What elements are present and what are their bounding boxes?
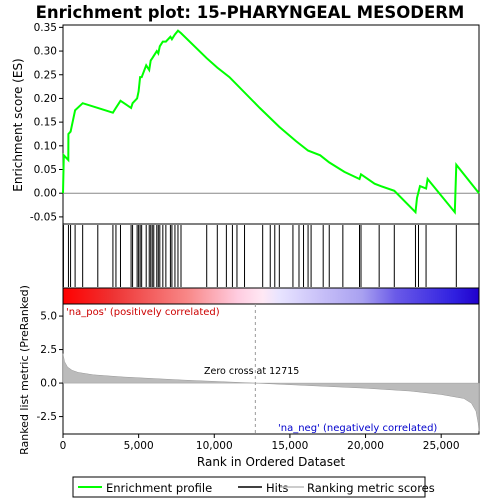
metric-x-tick-label: 0 <box>60 440 67 452</box>
legend-label-enrichment: Enrichment profile <box>106 481 212 495</box>
es-y-axis-label: Enrichment score (ES) <box>11 58 25 191</box>
es-y-tick-label: 0.15 <box>34 117 57 129</box>
metric-y-tick-label: -2.5 <box>37 411 58 423</box>
es-y-tick-label: 0.30 <box>34 46 57 58</box>
metric-x-axis-label: Rank in Ordered Dataset <box>197 455 345 469</box>
metric-y-axis-label: Ranked list metric (PreRanked) <box>18 285 31 455</box>
es-y-tick-label: 0.20 <box>34 93 57 105</box>
metric-x-tick-label: 15,000 <box>272 440 309 452</box>
metric-x-tick-label: 10,000 <box>196 440 233 452</box>
metric-x-tick-label: 20,000 <box>347 440 384 452</box>
es-y-tick-label: -0.05 <box>30 211 57 223</box>
es-y-tick-label: 0.25 <box>34 69 57 81</box>
es-panel-frame <box>62 24 480 225</box>
metric-y-axis-ticks: -2.5 0.0 2.5 5.0 <box>37 311 63 423</box>
legend-label-hits: Hits <box>266 481 288 495</box>
es-y-tick-label: 0.10 <box>34 140 57 152</box>
metric-x-axis-ticks: 0 5,000 10,000 15,000 20,000 25,000 <box>60 434 460 452</box>
hit-markers <box>62 225 457 287</box>
metric-x-tick-label: 5,000 <box>124 440 154 452</box>
legend-label-ranking: Ranking metric scores <box>307 481 435 495</box>
es-y-tick-label: 0.35 <box>34 22 57 34</box>
es-y-tick-label: 0.05 <box>34 164 57 176</box>
ranking-metric-area <box>62 353 480 432</box>
zero-cross-label: Zero cross at 12715 <box>204 366 299 377</box>
hits-panel-frame <box>62 223 480 289</box>
metric-y-tick-label: 0.0 <box>40 378 57 390</box>
metric-y-tick-label: 2.5 <box>40 344 57 356</box>
enrichment-profile-line <box>62 29 480 215</box>
rank-color-band <box>62 287 480 305</box>
neg-correlated-label: 'na_neg' (negatively correlated) <box>278 423 437 434</box>
es-y-axis-ticks: -0.05 0.00 0.05 0.10 0.15 0.20 0.25 0.30 0.35 <box>30 22 63 223</box>
metric-x-tick-label: 25,000 <box>423 440 460 452</box>
es-y-tick-label: 0.00 <box>34 188 57 200</box>
metric-y-tick-label: 5.0 <box>40 311 57 323</box>
chart-title: Enrichment plot: 15-PHARYNGEAL MESODERM <box>36 3 465 22</box>
pos-correlated-label: 'na_pos' (positively correlated) <box>66 307 220 318</box>
